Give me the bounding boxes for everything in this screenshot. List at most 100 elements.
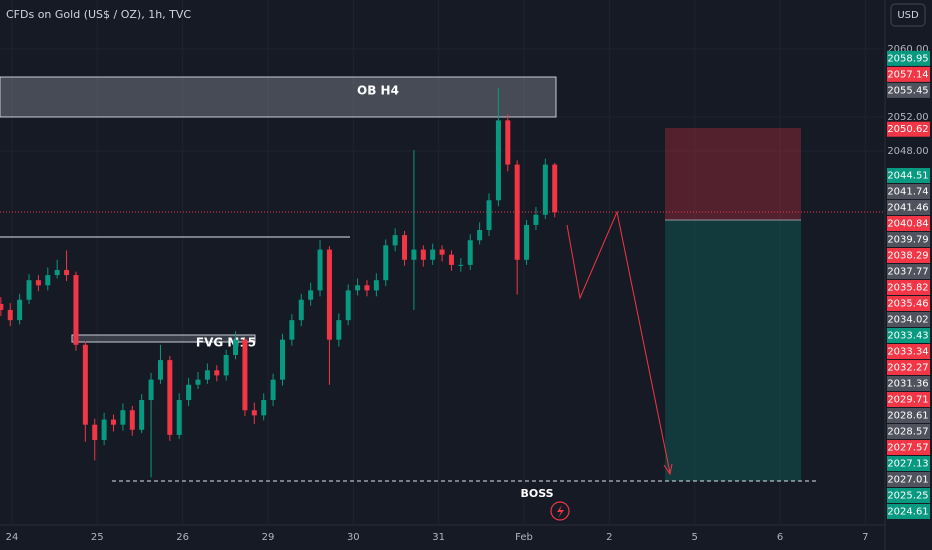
price-label-box [887, 248, 930, 263]
candle-body [242, 339, 248, 411]
candle-body [279, 339, 285, 380]
price-label-box [887, 184, 930, 199]
x-tick-label: 7 [862, 532, 868, 543]
price-label: 2044.51 [887, 171, 928, 182]
candle-body [167, 360, 173, 435]
price-label: 2031.36 [887, 379, 928, 390]
y-tick-label: 2048.00 [887, 146, 928, 157]
candle-body [214, 370, 220, 376]
price-label-box [887, 472, 930, 487]
price-label: 2058.95 [887, 53, 928, 64]
candle-body [373, 280, 379, 291]
price-label-box [887, 360, 930, 375]
price-label: 2027.01 [887, 475, 928, 486]
candle-body [430, 249, 436, 260]
price-label: 2027.57 [887, 443, 928, 454]
candle-body [524, 224, 530, 260]
candle-body [73, 275, 79, 345]
candle-body [270, 379, 276, 401]
candle-body [336, 320, 342, 340]
price-label-box [887, 488, 930, 503]
price-label-box [887, 504, 930, 519]
candle-body [92, 424, 98, 440]
price-label: 2041.74 [887, 187, 928, 198]
price-label-box [887, 296, 930, 311]
candle-body [439, 249, 445, 255]
candle-body [139, 400, 145, 430]
price-label-box [887, 121, 930, 137]
candle-body [308, 290, 314, 300]
candle-body [64, 269, 70, 276]
price-label-box [887, 66, 930, 82]
projection-path [566, 210, 671, 474]
candle-body [298, 299, 304, 321]
x-tick-label: 31 [432, 532, 445, 543]
candle-body [251, 410, 257, 416]
candle-body [383, 245, 389, 281]
candle-body [514, 164, 520, 260]
x-tick-label: 26 [176, 532, 189, 543]
candle-body [17, 299, 23, 321]
price-label-box [887, 264, 930, 279]
x-tick-label: 30 [347, 532, 360, 543]
arrow-head [663, 463, 673, 476]
price-label-box [887, 82, 930, 98]
candle-body [326, 249, 332, 340]
boss-label: BOSS [520, 487, 553, 500]
price-label: 2057.14 [887, 69, 928, 80]
ob-zone [0, 76, 557, 118]
currency-label: USD [897, 10, 919, 21]
candle-body [0, 303, 4, 310]
candle-body [195, 379, 201, 385]
candle-body [35, 280, 41, 286]
candle-body [82, 344, 88, 425]
candle-body [148, 379, 154, 401]
candle-body [111, 419, 117, 425]
x-tick-label: 5 [691, 532, 697, 543]
candle-body [392, 235, 398, 246]
price-label: 2033.43 [887, 331, 928, 342]
candle-body [54, 269, 60, 276]
currency-button[interactable] [890, 3, 926, 27]
candle-body [467, 240, 473, 265]
candle-body [505, 120, 511, 165]
price-label-box [887, 456, 930, 471]
alert-icon[interactable] [550, 501, 570, 521]
candle-body [420, 249, 426, 260]
price-label-box [887, 312, 930, 327]
candle-body [157, 360, 163, 380]
alert-bolt [557, 505, 564, 518]
candle-body [542, 164, 548, 215]
price-label: 2039.79 [887, 235, 928, 246]
price-label-box [887, 232, 930, 247]
candle-body [261, 400, 267, 416]
price-label: 2037.77 [887, 267, 928, 278]
price-label: 2035.46 [887, 299, 928, 310]
price-label-box [887, 280, 930, 295]
candle-body [345, 290, 351, 321]
stop-zone [665, 128, 801, 220]
price-label: 2027.13 [887, 459, 928, 470]
price-label-box [887, 200, 930, 215]
candle-body [552, 164, 558, 213]
candle-body [289, 320, 295, 340]
price-label: 2040.84 [887, 219, 928, 230]
fvg-label: FVG M15 [196, 336, 256, 350]
candle-body [26, 280, 32, 300]
candle-body [317, 249, 323, 291]
y-tick-label: 2060.00 [887, 44, 928, 55]
price-label: 2033.34 [887, 347, 928, 358]
y-tick-label: 2052.00 [887, 112, 928, 123]
candle-body [486, 200, 492, 231]
x-tick-label: 2 [606, 532, 612, 543]
candles [0, 88, 558, 478]
candle-body [101, 419, 107, 440]
candle-body [45, 275, 51, 286]
price-label-box [887, 424, 930, 439]
grid [0, 0, 885, 525]
candle-body [448, 254, 454, 265]
price-label-box [887, 168, 930, 183]
price-label: 2028.57 [887, 427, 928, 438]
